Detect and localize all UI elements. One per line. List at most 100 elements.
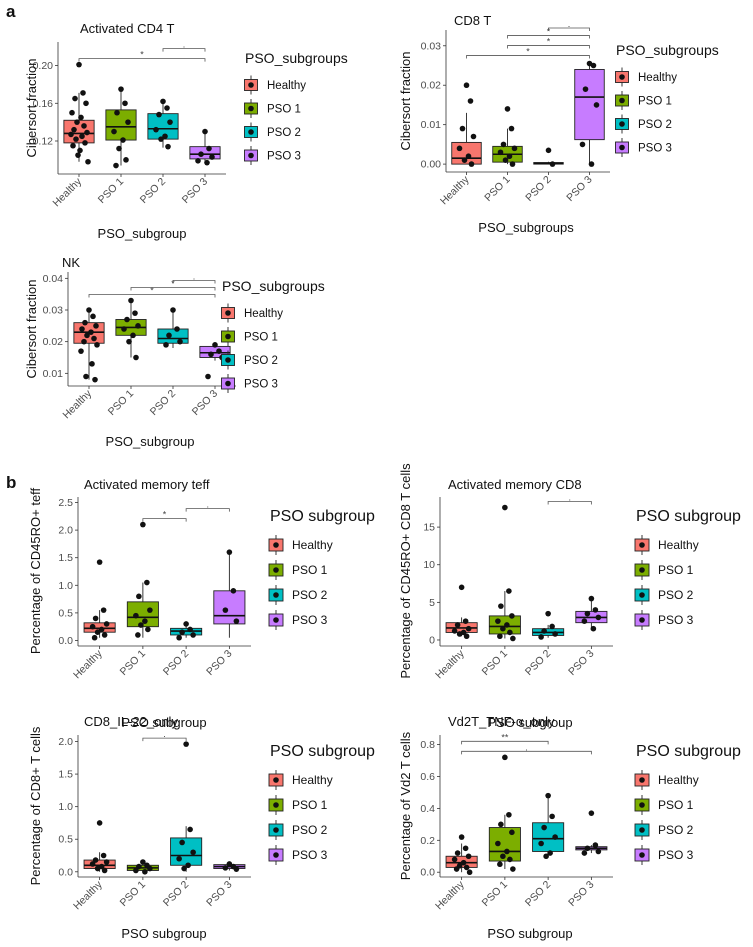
x-tick-label: PSO 1 — [480, 648, 510, 678]
data-point — [504, 848, 510, 855]
data-point — [96, 820, 103, 826]
chart-title: Activated CD4 T — [80, 21, 174, 36]
legend-key-dot — [225, 333, 231, 340]
y-tick-label: 1.0 — [58, 580, 73, 592]
x-tick-label: Healthy — [438, 173, 472, 207]
x-tick-label: PSO 2 — [138, 176, 168, 206]
data-point — [502, 754, 508, 761]
data-point — [140, 859, 146, 865]
data-point — [595, 614, 602, 621]
legend-item-label: PSO 3 — [292, 613, 328, 627]
legend-item-label: PSO 1 — [658, 798, 694, 812]
y-tick-label: 5 — [429, 597, 435, 609]
data-point — [140, 521, 146, 528]
data-point — [470, 133, 477, 140]
legend-key-dot — [273, 542, 279, 548]
x-tick-label: PSO 1 — [118, 648, 148, 678]
data-point — [463, 82, 470, 89]
data-point — [78, 348, 84, 354]
data-point — [93, 323, 99, 329]
y-axis-title: Cibersort fraction — [398, 52, 413, 151]
legend-item-label: Healthy — [244, 308, 283, 320]
legend-item-label: PSO 3 — [638, 143, 672, 155]
significance-label: . — [525, 742, 528, 752]
data-point — [118, 86, 124, 92]
data-point — [122, 100, 128, 107]
x-tick-label: PSO 1 — [118, 879, 148, 909]
data-point — [177, 338, 183, 345]
data-point — [85, 158, 91, 165]
legend-item-label: PSO 2 — [292, 588, 328, 602]
box-pso-3 — [213, 590, 246, 625]
data-point — [187, 626, 193, 633]
data-point — [91, 335, 97, 342]
legend-item-label: PSO 2 — [658, 588, 694, 602]
significance-bracket — [88, 294, 216, 298]
legend-item-label: PSO 2 — [267, 127, 301, 139]
data-point — [84, 129, 90, 136]
data-point — [466, 869, 473, 876]
data-point — [75, 152, 81, 158]
x-tick-label: Healthy — [433, 647, 467, 681]
box-pso-2 — [170, 837, 203, 866]
legend-key-dot — [619, 97, 625, 104]
data-point — [79, 326, 85, 332]
data-point — [500, 853, 506, 860]
x-tick-label: Healthy — [71, 878, 105, 912]
data-point — [209, 154, 215, 160]
legend-item-label: PSO 3 — [658, 848, 694, 862]
data-point — [468, 161, 475, 167]
data-point — [130, 332, 136, 339]
data-point — [114, 109, 120, 116]
panel-letter-b: b — [6, 473, 16, 492]
legend-key-dot — [248, 152, 254, 159]
data-point — [588, 595, 595, 602]
data-point — [205, 373, 211, 380]
significance-bracket — [547, 501, 592, 505]
data-point — [190, 632, 196, 638]
data-point — [206, 145, 212, 152]
data-point — [144, 579, 150, 586]
legend-key-dot — [639, 617, 645, 623]
legend-key-dot — [273, 592, 279, 598]
data-point — [70, 142, 76, 149]
x-tick-label: PSO 3 — [566, 879, 596, 909]
data-point — [593, 102, 600, 108]
data-point — [163, 342, 169, 348]
data-point — [84, 332, 90, 339]
data-point — [135, 632, 141, 638]
x-tick-label: PSO 2 — [161, 648, 191, 678]
y-tick-label: 15 — [423, 522, 435, 534]
data-point — [158, 136, 164, 142]
data-point — [506, 588, 512, 594]
x-tick-label: Healthy — [50, 175, 84, 209]
data-point — [132, 310, 138, 316]
y-tick-label: 0.04 — [43, 273, 64, 285]
data-point — [497, 149, 504, 156]
data-point — [92, 857, 99, 863]
significance-bracket — [130, 287, 216, 291]
x-axis-title: PSO subgroup — [121, 715, 206, 730]
data-point — [454, 850, 461, 856]
y-axis-title: Percentage of CD8+ T cells — [28, 726, 43, 885]
data-point — [179, 839, 185, 846]
legend-item-label: PSO 1 — [292, 798, 328, 812]
data-point — [156, 111, 162, 118]
data-point — [590, 625, 597, 632]
y-tick-label: 0.4 — [420, 803, 435, 815]
legend-item-label: Healthy — [638, 72, 677, 84]
y-tick-label: 10 — [423, 559, 435, 571]
data-point — [73, 136, 79, 142]
data-point — [509, 161, 516, 167]
x-tick-label: PSO 2 — [523, 648, 553, 678]
data-point — [547, 850, 553, 856]
data-point — [204, 159, 210, 166]
data-point — [76, 61, 82, 68]
x-tick-label: PSO 2 — [523, 879, 553, 909]
x-axis-title: PSO subgroup — [121, 926, 206, 941]
data-point — [89, 623, 96, 630]
data-point — [552, 834, 558, 840]
chart-1: Activated CD4 T 0.12 0.16 0.20 Healthy PSO 1 P… — [24, 21, 348, 241]
data-point — [582, 86, 589, 92]
